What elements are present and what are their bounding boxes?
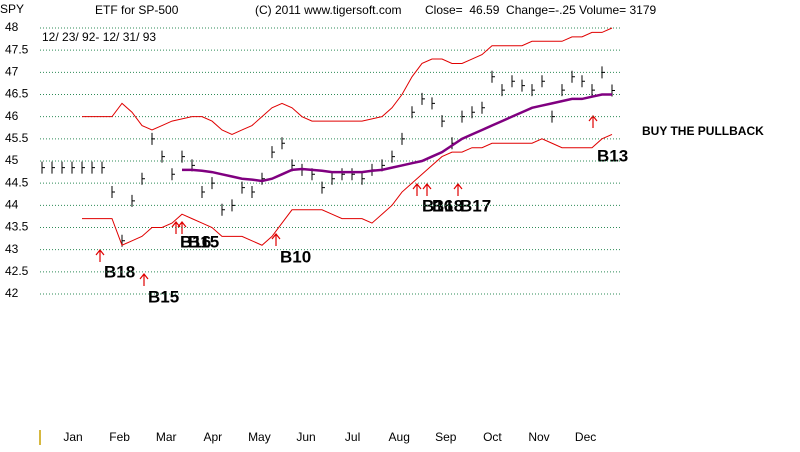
price-bar (491, 70, 495, 83)
price-bar (361, 172, 365, 185)
y-tick-label: 44 (5, 198, 19, 212)
moving-average (182, 93, 612, 183)
price-bar (201, 186, 205, 199)
price-bar (481, 101, 485, 114)
price-bar (171, 168, 175, 181)
price-bar (521, 79, 525, 92)
chart-title: ETF for SP-500 (95, 3, 179, 17)
price-bar (401, 132, 405, 145)
price-bar (81, 161, 85, 174)
price-bar (281, 137, 285, 150)
signal-label: B18 (432, 196, 463, 215)
price-bar (591, 84, 595, 97)
price-bar (551, 110, 555, 123)
price-bar (331, 172, 335, 185)
y-tick-label: 48 (5, 20, 19, 34)
price-bar (161, 150, 165, 163)
price-bar (231, 199, 235, 212)
x-tick-label: Oct (483, 430, 502, 444)
x-tick-label: Jan (63, 430, 82, 444)
price-bar (221, 203, 225, 216)
price-bar (241, 181, 245, 194)
price-bar (531, 84, 535, 97)
price-bar (441, 115, 445, 128)
y-tick-label: 42.5 (5, 264, 29, 278)
x-tick-label: Apr (203, 430, 222, 444)
price-bar (41, 161, 45, 174)
x-tick-label: Sep (435, 430, 457, 444)
x-tick-label: May (248, 430, 271, 444)
signal-arrows (95, 115, 598, 286)
price-bar (581, 75, 585, 88)
price-bar (261, 172, 265, 185)
price-bar (561, 84, 565, 97)
price-bar (421, 92, 425, 105)
price-bar (351, 168, 355, 181)
y-tick-label: 45.5 (5, 131, 29, 145)
price-bar (541, 75, 545, 88)
ticker: SPY (0, 2, 24, 16)
price-bar (511, 75, 515, 88)
x-tick-label: Nov (528, 430, 549, 444)
price-bar (151, 132, 155, 145)
price-bar (471, 106, 475, 119)
price-bar (321, 181, 325, 194)
x-tick-label: Aug (389, 430, 410, 444)
signal-label: B15 (148, 287, 179, 306)
date-range: 12/ 23/ 92- 12/ 31/ 93 (42, 30, 156, 44)
x-tick-label: Jul (345, 430, 360, 444)
price-bar (111, 186, 115, 199)
signal-label: B10 (280, 247, 311, 266)
signal-label: B15 (188, 232, 219, 251)
stats: Close= 46.59 Change=-.25 Volume= 3179 (425, 3, 656, 17)
price-bar (601, 66, 605, 79)
price-bar (411, 106, 415, 119)
x-tick-label: Jun (296, 430, 315, 444)
signal-label: B16 (422, 196, 453, 215)
y-tick-label: 47 (5, 65, 19, 79)
x-tick-label: Mar (156, 430, 177, 444)
y-tick-label: 47.5 (5, 42, 29, 56)
annotation: BUY THE PULLBACK (642, 124, 764, 138)
price-bar (131, 194, 135, 207)
price-bar (251, 186, 255, 199)
price-bar (431, 97, 435, 110)
price-bar (341, 168, 345, 181)
price-bar (501, 84, 505, 97)
y-tick-label: 46 (5, 109, 19, 123)
signal-label: B16 (180, 232, 211, 251)
y-tick-label: 43.5 (5, 220, 29, 234)
price-bar (271, 146, 275, 159)
price-bar (391, 150, 395, 163)
price-bar (571, 70, 575, 83)
x-tick-label: Dec (575, 430, 596, 444)
signal-label: B13 (597, 146, 628, 165)
price-bar (71, 161, 75, 174)
price-bar (181, 150, 185, 163)
price-bar (51, 161, 55, 174)
price-bar (211, 177, 215, 190)
band-line (82, 133, 613, 246)
price-bar (461, 110, 465, 123)
copyright: (C) 2011 www.tigersoft.com (255, 3, 402, 17)
x-tick-label: Feb (109, 430, 130, 444)
price-bar (101, 161, 105, 174)
y-tick-label: 43 (5, 242, 19, 256)
y-tick-label: 46.5 (5, 87, 29, 101)
y-tick-label: 44.5 (5, 175, 29, 189)
signal-label: B18 (104, 262, 135, 281)
band-line (82, 27, 613, 135)
y-tick-label: 45 (5, 153, 19, 167)
price-bar (61, 161, 65, 174)
y-tick-label: 42 (5, 286, 19, 300)
price-bar (141, 172, 145, 185)
price-bar (91, 161, 95, 174)
signal-label: B17 (460, 196, 491, 215)
